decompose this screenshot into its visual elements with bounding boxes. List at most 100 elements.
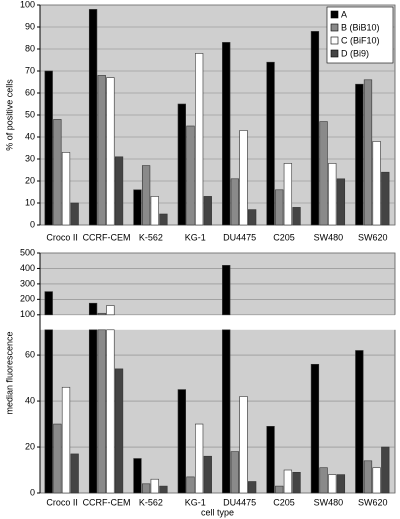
y-tick-label: 60: [25, 87, 35, 97]
y-tick-label: 20: [25, 441, 35, 451]
bar: [114, 156, 124, 226]
bar: [336, 178, 346, 226]
y-tick-label: 50: [25, 109, 35, 119]
bar: [275, 485, 284, 494]
x-tick-label: Croco II: [46, 497, 78, 507]
x-tick-label: SW620: [358, 232, 388, 242]
bar: [150, 478, 159, 494]
bar: [177, 103, 186, 226]
bar: [266, 61, 275, 226]
y-tick-label: 200: [20, 294, 35, 304]
y-tick-label: 500: [20, 247, 35, 257]
bar: [97, 329, 106, 494]
bar: [61, 152, 71, 226]
bar: [150, 196, 159, 226]
bar: [106, 305, 115, 316]
bar: [159, 213, 168, 226]
bar: [88, 302, 98, 316]
bar: [283, 163, 293, 226]
bar: [97, 312, 106, 316]
bar: [222, 42, 231, 226]
x-tick-label: K-562: [139, 497, 163, 507]
bar: [310, 363, 320, 494]
legend-label: A: [341, 9, 347, 19]
x-tick-label: CCRF-CEM: [83, 497, 131, 507]
y-tick-label: 40: [25, 131, 35, 141]
bar: [44, 70, 53, 226]
bar: [372, 141, 381, 226]
bar: [355, 83, 364, 226]
bar: [381, 446, 390, 494]
bar: [70, 202, 79, 226]
y-tick-label: 300: [20, 278, 35, 288]
y-tick-label: 80: [25, 43, 35, 53]
x-axis-label: cell type: [201, 507, 234, 517]
axis-break: [36, 314, 399, 330]
bar: [61, 386, 71, 494]
bar: [363, 79, 373, 226]
bar: [133, 458, 142, 494]
bar: [177, 389, 186, 494]
bar: [328, 474, 337, 494]
bar: [292, 207, 301, 226]
x-tick-label: DU4475: [223, 232, 256, 242]
x-tick-label: K-562: [139, 232, 163, 242]
bar: [88, 329, 98, 494]
y-tick-label: 20: [25, 175, 35, 185]
bar: [106, 329, 115, 494]
y-tick-label: 70: [25, 65, 35, 75]
bar: [159, 485, 168, 494]
bar: [203, 455, 212, 494]
bar: [319, 467, 328, 494]
y-tick-label: 90: [25, 21, 35, 31]
x-tick-label: CCRF-CEM: [83, 232, 131, 242]
bar: [106, 77, 115, 226]
bar: [97, 75, 106, 226]
bar: [44, 291, 53, 316]
y-tick-label: 10: [25, 197, 35, 207]
y-tick-label: 100: [20, 0, 35, 9]
y-tick-label: 40: [25, 395, 35, 405]
bar: [195, 423, 204, 494]
bar: [248, 209, 257, 226]
bar: [292, 472, 301, 494]
bar: [222, 329, 231, 494]
bar: [239, 130, 248, 226]
bar: [186, 125, 195, 226]
bar: [275, 189, 284, 226]
x-tick-label: C205: [273, 232, 295, 242]
bar: [248, 481, 257, 494]
y-tick-label: 100: [20, 309, 35, 319]
y-tick-label: 30: [25, 153, 35, 163]
y-axis-label: median fluorescence: [4, 331, 14, 414]
bar: [195, 53, 204, 226]
bar: [186, 476, 195, 494]
bar: [141, 483, 151, 494]
bar: [203, 196, 212, 226]
bar: [328, 163, 337, 226]
legend-label: B (BiB10): [341, 22, 380, 32]
bar: [266, 426, 275, 494]
y-tick-label: 0: [30, 219, 35, 229]
y-axis-label: % of positive cells: [4, 79, 14, 151]
bar: [133, 189, 142, 226]
x-tick-label: SW480: [314, 497, 344, 507]
legend-swatch: [330, 10, 339, 19]
bar: [53, 423, 62, 494]
bar: [230, 178, 239, 226]
x-tick-label: C205: [273, 497, 295, 507]
bar: [141, 165, 151, 226]
x-tick-label: DU4475: [223, 497, 256, 507]
x-tick-label: KG-1: [185, 232, 206, 242]
bar: [283, 469, 293, 494]
x-tick-label: SW620: [358, 497, 388, 507]
bar: [53, 119, 62, 226]
bar: [44, 329, 53, 494]
bar: [239, 396, 248, 494]
bar: [372, 467, 381, 494]
legend-swatch: [330, 36, 339, 45]
bar: [70, 453, 79, 494]
bar: [222, 265, 231, 316]
bar: [363, 460, 373, 494]
